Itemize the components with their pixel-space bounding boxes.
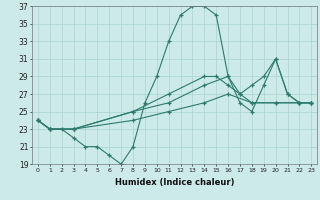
X-axis label: Humidex (Indice chaleur): Humidex (Indice chaleur) (115, 178, 234, 187)
